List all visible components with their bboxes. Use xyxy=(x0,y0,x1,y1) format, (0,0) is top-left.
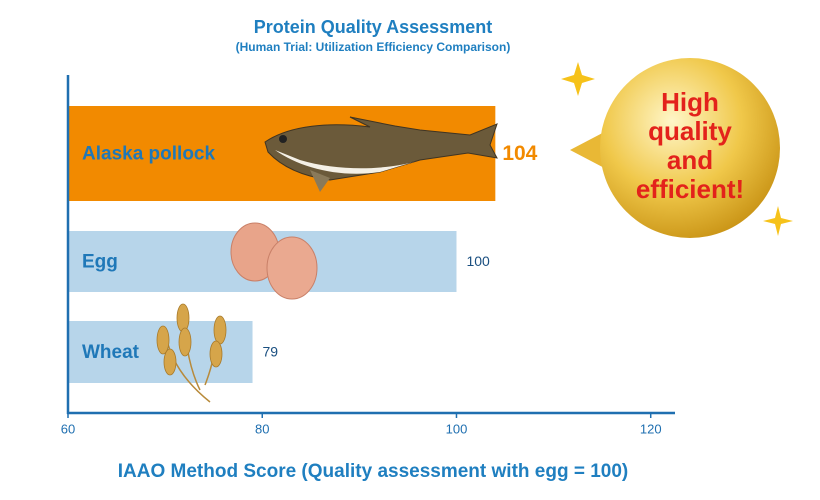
x-tick-label: 80 xyxy=(255,421,269,436)
category-label: Wheat xyxy=(82,342,140,363)
x-tick-label: 60 xyxy=(61,421,75,436)
annotation-line: and xyxy=(667,145,713,175)
annotation-line: High xyxy=(661,87,719,117)
annotation-bubble xyxy=(561,58,793,238)
value-label: 100 xyxy=(466,253,490,269)
x-axis-label: IAAO Method Score (Quality assessment wi… xyxy=(118,461,629,482)
egg-illustration xyxy=(230,222,318,300)
x-tick-label: 120 xyxy=(640,421,662,436)
category-label: Egg xyxy=(82,252,118,273)
annotation-line: efficient! xyxy=(636,174,744,204)
wheat-illustration xyxy=(156,303,227,403)
x-tick-label: 100 xyxy=(446,421,468,436)
category-label: Alaska pollock xyxy=(82,144,215,165)
value-label: 104 xyxy=(502,142,537,165)
annotation-line: quality xyxy=(648,116,732,146)
fish-illustration xyxy=(264,116,498,192)
chart-subtitle: (Human Trial: Utilization Efficiency Com… xyxy=(236,40,511,54)
value-label: 79 xyxy=(263,344,279,360)
chart-title: Protein Quality Assessment xyxy=(254,17,492,37)
